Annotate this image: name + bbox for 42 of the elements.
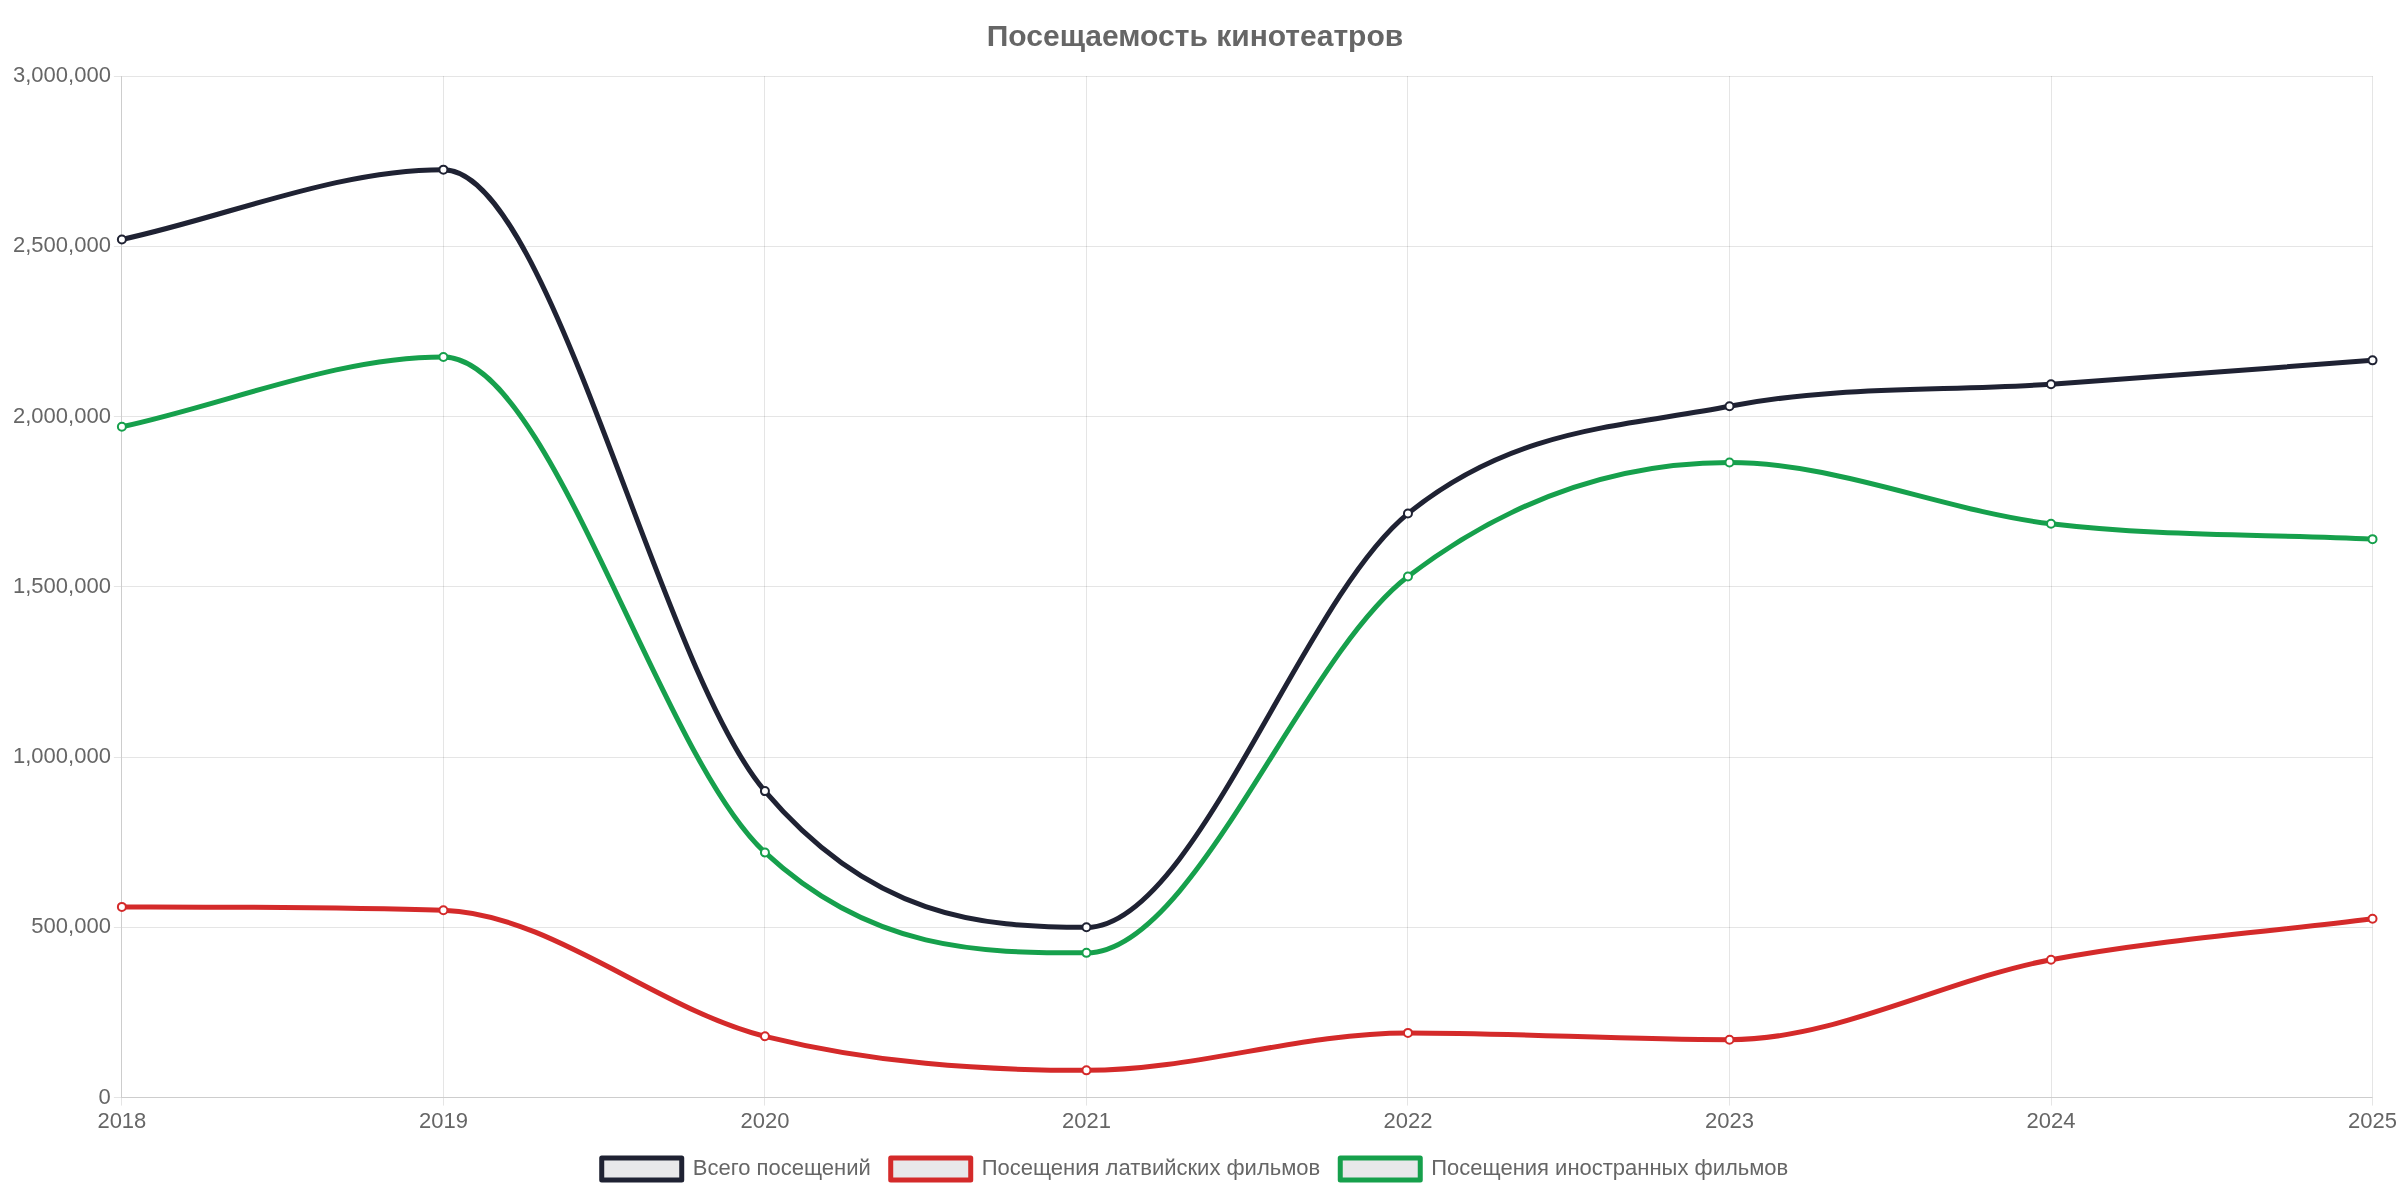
x-tick-label: 2021 xyxy=(1061,1107,1111,1133)
x-tick-label: 2025 xyxy=(2348,1107,2398,1133)
point xyxy=(1402,1027,1413,1038)
point xyxy=(1724,1034,1735,1045)
x-tick-label: 2023 xyxy=(1705,1107,1754,1133)
x-tick-label: 2019 xyxy=(418,1107,468,1133)
y-tick-label: 1,000,000 xyxy=(13,743,111,769)
y-tick-label: 2,500,000 xyxy=(13,232,111,258)
point xyxy=(438,164,449,175)
y-tick-label: 2,000,000 xyxy=(13,402,111,428)
y-tick-label: 500,000 xyxy=(31,913,111,939)
point xyxy=(1402,571,1413,582)
point xyxy=(1402,508,1413,519)
point xyxy=(116,901,127,912)
x-tick-label: 2022 xyxy=(1383,1107,1433,1133)
point xyxy=(438,351,449,362)
point xyxy=(2046,954,2057,965)
y-tick-label: 0 xyxy=(98,1083,111,1109)
point xyxy=(759,786,770,797)
legend-label: Посещения иностранных фильмов xyxy=(1431,1155,1789,1181)
legend-label: Посещения латвийских фильмов xyxy=(981,1155,1321,1181)
x-tick-label: 2024 xyxy=(2026,1107,2076,1133)
point xyxy=(2367,913,2378,924)
point xyxy=(2046,518,2057,529)
point xyxy=(2367,355,2378,366)
chart-title: Посещаемость кинотеатров xyxy=(986,19,1404,53)
point xyxy=(2367,534,2378,545)
point xyxy=(1081,1065,1092,1076)
point xyxy=(438,905,449,916)
x-tick-label: 2020 xyxy=(740,1107,790,1133)
point xyxy=(1724,401,1735,412)
y-tick-label: 1,500,000 xyxy=(13,572,111,598)
point xyxy=(759,847,770,858)
legend-label: Всего посещений xyxy=(692,1155,871,1181)
point xyxy=(1081,922,1092,933)
point xyxy=(116,421,127,432)
point xyxy=(759,1031,770,1042)
y-tick-label: 3,000,000 xyxy=(13,62,111,88)
x-tick-label: 2018 xyxy=(97,1107,147,1133)
point xyxy=(2046,379,2057,390)
point xyxy=(1081,947,1092,958)
point xyxy=(1724,457,1735,468)
